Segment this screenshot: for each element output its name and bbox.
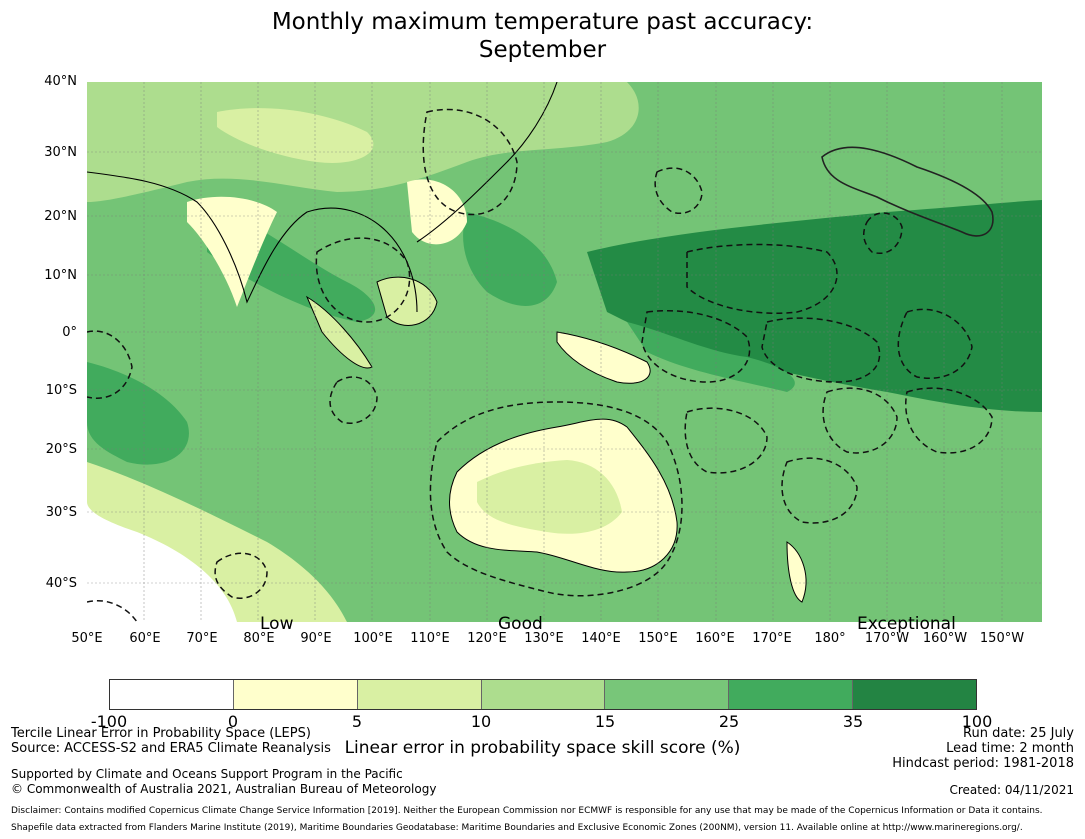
colorbar-tick: 15 xyxy=(594,712,616,731)
coastline-asia xyxy=(87,82,558,313)
land-borneo xyxy=(376,276,438,326)
colorbar-tick: 0 xyxy=(227,712,239,731)
skill-map-svg xyxy=(87,82,1042,622)
mid-skill-region-pacific xyxy=(627,322,795,392)
run-date-text: Run date: 25 July xyxy=(963,726,1074,741)
lat-label-0: 0° xyxy=(62,325,77,340)
created-text: Created: 04/11/2021 xyxy=(949,783,1074,797)
method-text: Tercile Linear Error in Probability Spac… xyxy=(11,726,311,741)
colorbar-tick: 10 xyxy=(470,712,492,731)
mid-skill-region-scs xyxy=(463,212,557,306)
lon-label-130e: 130°E xyxy=(524,631,564,646)
lat-label-30s: 30°S xyxy=(45,505,77,520)
hindcast-text: Hindcast period: 1981-2018 xyxy=(892,756,1074,771)
colorbar-tick: 5 xyxy=(351,712,363,731)
lat-label-30n: 30°N xyxy=(44,145,77,160)
lat-label-20s: 20°S xyxy=(45,442,77,457)
source-text: Source: ACCESS-S2 and ERA5 Climate Reana… xyxy=(11,741,331,756)
lon-label-160e: 160°E xyxy=(695,631,735,646)
australia-interior xyxy=(477,460,622,534)
lon-label-100e: 100°E xyxy=(353,631,393,646)
no-skill-region-south xyxy=(87,502,241,622)
very-low-region-south xyxy=(87,462,347,622)
colorbar xyxy=(109,679,977,710)
lead-time-text: Lead time: 2 month xyxy=(946,741,1074,756)
copyright-text: © Commonwealth of Australia 2021, Austra… xyxy=(11,782,437,796)
very-low-region-1 xyxy=(217,108,374,163)
colorbar-segment xyxy=(357,680,482,709)
title-line-2: September xyxy=(478,37,607,63)
shapefile-text: Shapefile data extracted from Flanders M… xyxy=(11,823,1023,833)
support-text: Supported by Climate and Oceans Support … xyxy=(11,767,403,781)
lon-label-170e: 170°E xyxy=(752,631,792,646)
colorbar-segment xyxy=(481,680,606,709)
colorbar-segment xyxy=(110,680,234,709)
lon-label-90e: 90°E xyxy=(300,631,332,646)
graticule xyxy=(87,82,1042,622)
colorbar-segment xyxy=(729,680,854,709)
lon-label-180: 180° xyxy=(814,631,846,646)
skill-word-low: Low xyxy=(260,614,294,634)
land-new-guinea xyxy=(556,331,651,384)
map-title: Monthly maximum temperature past accurac… xyxy=(0,8,1085,64)
very-low-region-2 xyxy=(407,179,467,245)
lon-label-140e: 140°E xyxy=(581,631,621,646)
eez-boundaries xyxy=(87,108,993,622)
lon-label-120e: 120°E xyxy=(467,631,507,646)
lon-label-150e: 150°E xyxy=(638,631,678,646)
lon-label-50e: 50°E xyxy=(71,631,103,646)
skill-map xyxy=(87,82,1042,622)
lon-label-80e: 80°E xyxy=(243,631,275,646)
lat-label-10n: 10°N xyxy=(44,268,77,283)
mid-skill-region-indian xyxy=(87,362,189,465)
skill-word-good: Good xyxy=(498,614,543,634)
lon-label-150w: 150°W xyxy=(979,631,1025,646)
colorbar-tick: 25 xyxy=(718,712,740,731)
lat-label-10s: 10°S xyxy=(45,383,77,398)
lon-label-70e: 70°E xyxy=(186,631,218,646)
lat-label-40s: 40°S xyxy=(45,576,77,591)
colorbar-tick: 100 xyxy=(961,712,993,731)
land-new-zealand xyxy=(786,541,807,603)
lon-label-60e: 60°E xyxy=(129,631,161,646)
colorbar-segment xyxy=(853,680,977,709)
colorbar-segment xyxy=(605,680,730,709)
land-india xyxy=(187,196,277,307)
lat-label-20n: 20°N xyxy=(44,209,77,224)
lon-label-160w: 160°W xyxy=(922,631,968,646)
eez-hawaii xyxy=(821,146,994,237)
high-skill-region-pacific xyxy=(587,200,1042,412)
colorbar-tick: -100 xyxy=(90,712,128,731)
colorbar-segment xyxy=(233,680,358,709)
lon-label-170w: 170°W xyxy=(864,631,910,646)
lon-label-110e: 110°E xyxy=(410,631,450,646)
disclaimer-text: Disclaimer: Contains modified Copernicus… xyxy=(11,806,1043,816)
title-line-1: Monthly maximum temperature past accurac… xyxy=(271,9,814,35)
colorbar-tick: 35 xyxy=(842,712,864,731)
lat-label-40n: 40°N xyxy=(44,74,77,89)
colorbar-label: Linear error in probability space skill … xyxy=(344,738,741,758)
skill-word-exceptional: Exceptional xyxy=(857,614,956,634)
